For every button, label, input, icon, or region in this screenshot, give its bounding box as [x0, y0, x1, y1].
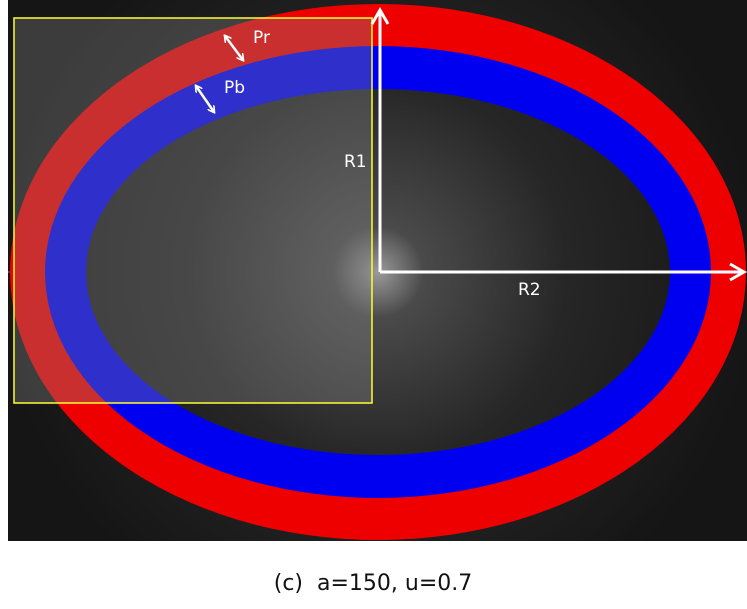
r1-label: R1: [344, 152, 367, 172]
caption: (c) a=150, u=0.7: [274, 571, 473, 596]
pb-arrow: [196, 86, 214, 112]
yellow-window: [13, 17, 373, 404]
pr-arrow: [225, 36, 243, 60]
pb-label: Pb: [224, 78, 245, 98]
inner-region: [86, 89, 670, 455]
r2-label: R2: [518, 280, 541, 300]
pr-label: Pr: [253, 28, 270, 48]
